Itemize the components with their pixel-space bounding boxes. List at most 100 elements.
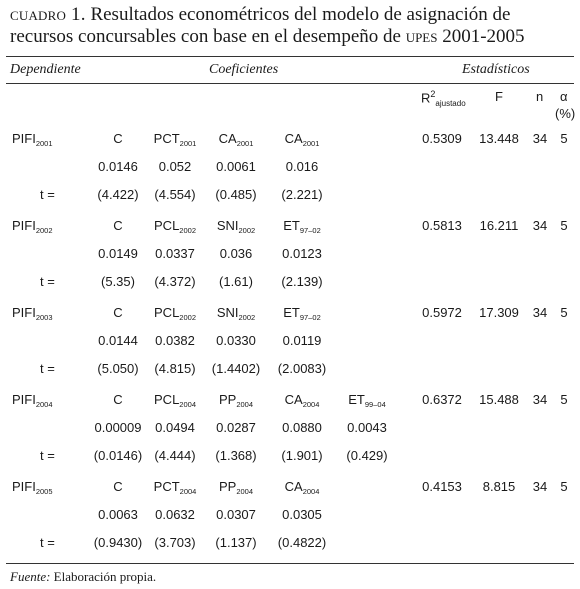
t-statistic-value: (4.815): [154, 361, 196, 376]
coefficient-value: 0.0307: [216, 507, 256, 522]
variable-name: ET97–02: [283, 305, 320, 322]
header-estadisticos: Estadísticos: [462, 62, 530, 77]
variable-name-base: SNI: [216, 305, 239, 320]
t-label: t =: [40, 448, 55, 463]
variable-name: C: [113, 218, 122, 235]
variable-name-subscript: 97–02: [299, 313, 321, 322]
stat-n-value: 34: [532, 305, 548, 320]
dependent-variable: PIFI2003: [12, 305, 53, 322]
coefficient-value: 0.0330: [216, 333, 256, 348]
variable-name-base: PCL: [154, 392, 180, 407]
coefficient-value: 0.0123: [282, 246, 322, 261]
variable-name: PP2004: [219, 479, 253, 496]
coefficient-value: 0.0149: [98, 246, 138, 261]
header-rule: [6, 83, 574, 84]
variable-name-subscript: 2004: [236, 400, 254, 409]
source-text: Elaboración propia.: [50, 569, 157, 584]
t-statistic-value: (1.901): [281, 448, 323, 463]
variable-name-base: CA: [218, 131, 237, 146]
variable-name-base: PCL: [154, 305, 180, 320]
t-statistic-value: (2.0083): [277, 361, 327, 376]
variable-name-subscript: 2002: [238, 313, 256, 322]
variable-name: PCL2002: [154, 218, 196, 235]
variable-name-subscript: 2004: [236, 487, 254, 496]
variable-name-subscript: 2002: [179, 226, 196, 235]
variable-name-base: CA: [284, 479, 303, 494]
variable-name-subscript: 2001: [302, 139, 320, 148]
coefficient-value: 0.0146: [98, 159, 138, 174]
stat-n-value: 34: [532, 479, 548, 494]
coefficient-value: 0.016: [285, 159, 319, 174]
bottom-rule: [6, 563, 574, 564]
coefficient-value: 0.0880: [282, 420, 322, 435]
t-statistic-value: (1.61): [219, 274, 253, 289]
t-statistic-value: (0.4822): [277, 535, 327, 550]
dependent-variable-base: PIFI: [12, 131, 36, 146]
caption-lead: cuadro 1.: [10, 4, 86, 25]
coefficient-value: 0.0119: [282, 333, 322, 348]
header-coeficientes: Coeficientes: [209, 62, 279, 77]
coefficient-value: 0.0494: [155, 420, 195, 435]
dependent-variable-subscript: 2004: [35, 400, 53, 409]
dependent-variable: PIFI2002: [12, 218, 53, 235]
t-label: t =: [40, 187, 55, 202]
variable-name-base: C: [113, 479, 123, 494]
header-r2: R2ajustado: [421, 89, 466, 108]
variable-name: C: [113, 392, 122, 409]
t-label: t =: [40, 535, 55, 550]
variable-name-base: ET: [348, 392, 365, 407]
variable-name-subscript: 2004: [302, 487, 320, 496]
coefficient-value: 0.0061: [216, 159, 256, 174]
stat-alpha-value: 5: [560, 479, 568, 494]
coefficient-value: 0.0287: [216, 420, 256, 435]
t-statistic-value: (1.137): [215, 535, 257, 550]
t-statistic-value: (4.444): [154, 448, 196, 463]
variable-name: SNI2002: [217, 305, 255, 322]
coefficient-value: 0.0305: [282, 507, 322, 522]
dependent-variable: PIFI2001: [12, 131, 53, 148]
coefficient-value: 0.036: [219, 246, 253, 261]
stat-alpha-value: 5: [560, 131, 568, 146]
coefficient-value: 0.0632: [155, 507, 195, 522]
variable-name: SNI2002: [217, 218, 255, 235]
variable-name-base: C: [113, 131, 123, 146]
stat-alpha-value: 5: [560, 392, 568, 407]
t-statistic-value: (4.422): [97, 187, 139, 202]
stat-r2-value: 0.6372: [422, 392, 462, 407]
t-statistic-value: (1.368): [215, 448, 257, 463]
r2-base: R: [421, 90, 431, 106]
t-statistic-value: (0.9430): [93, 535, 143, 550]
header-f: F: [495, 89, 503, 104]
variable-name: PCL2004: [154, 392, 196, 409]
variable-name-base: C: [113, 305, 123, 320]
stat-r2-value: 0.5309: [422, 131, 462, 146]
caption-acronym: upes: [405, 26, 438, 47]
variable-name-base: CA: [284, 131, 303, 146]
source-label: Fuente:: [10, 569, 51, 584]
dependent-variable-subscript: 2003: [35, 313, 53, 322]
stat-f-value: 16.211: [479, 218, 519, 233]
variable-name-base: ET: [283, 218, 300, 233]
header-alpha-unit: (%): [555, 106, 576, 121]
t-statistic-value: (2.139): [281, 274, 323, 289]
dependent-variable: PIFI2005: [12, 479, 53, 496]
variable-name-base: SNI: [216, 218, 239, 233]
variable-name-base: ET: [283, 305, 300, 320]
variable-name: C: [113, 131, 122, 148]
stat-n-value: 34: [532, 131, 548, 146]
variable-name: PP2004: [219, 392, 253, 409]
stat-n-value: 34: [532, 218, 548, 233]
dependent-variable-subscript: 2002: [35, 226, 53, 235]
table-caption: cuadro 1. Resultados econométricos del m…: [10, 4, 575, 48]
stat-f-value: 13.448: [479, 131, 519, 146]
coefficient-value: 0.00009: [94, 420, 142, 435]
header-dependiente: Dependiente: [10, 62, 81, 77]
stat-r2-value: 0.5813: [422, 218, 462, 233]
variable-name: PCT2004: [154, 479, 197, 496]
source-note: Fuente: Elaboración propia.: [10, 569, 156, 585]
dependent-variable-base: PIFI: [12, 479, 36, 494]
variable-name-base: C: [113, 392, 123, 407]
coefficient-value: 0.0043: [347, 420, 387, 435]
t-statistic-value: (0.0146): [93, 448, 143, 463]
variable-name-subscript: 2004: [179, 487, 197, 496]
